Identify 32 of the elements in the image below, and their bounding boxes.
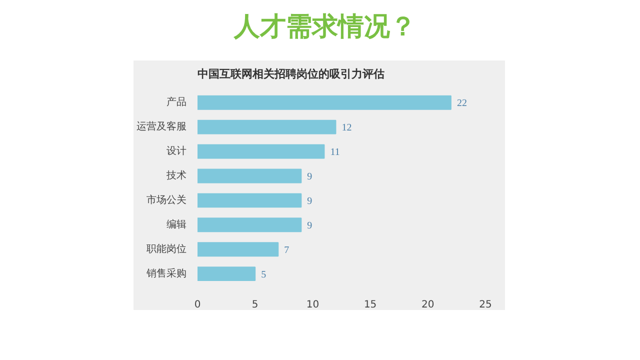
y-tick-label: 产品 [166,96,186,108]
y-tick-label: 运营及客服 [136,120,186,133]
bar [198,168,302,184]
y-tick-label: 编辑 [166,218,186,230]
bar [198,242,279,257]
y-tick-label: 技术 [166,169,186,182]
bar [198,218,302,232]
bar [198,144,325,159]
x-tick-label: 5 [252,300,258,310]
data-label: 12 [342,122,352,134]
data-label: 5 [261,269,266,280]
chart-title: 人才需求情况？ [234,11,416,44]
x-tick-label: 15 [364,300,377,310]
chart-subtitle: 中国互联网相关招聘岗位的吸引力评估 [198,68,384,80]
x-tick-label: 20 [422,300,434,310]
y-tick-label: 市场公关 [146,194,186,206]
y-tick-label: 销售采购 [146,267,186,280]
x-tick-label: 10 [306,300,320,310]
y-tick-label: 职能岗位 [146,242,186,255]
bar [198,120,336,134]
data-label: 9 [307,220,312,232]
bar [198,95,452,110]
bar [198,193,302,208]
x-tick-label: 0 [194,300,201,310]
x-tick-label: 25 [479,300,492,310]
bar [198,266,256,282]
data-label: 22 [456,98,467,110]
data-label: 7 [284,244,290,256]
data-label: 9 [307,171,312,182]
data-label: 9 [307,196,312,207]
y-tick-label: 设计 [166,145,186,158]
data-label: 11 [330,147,340,158]
